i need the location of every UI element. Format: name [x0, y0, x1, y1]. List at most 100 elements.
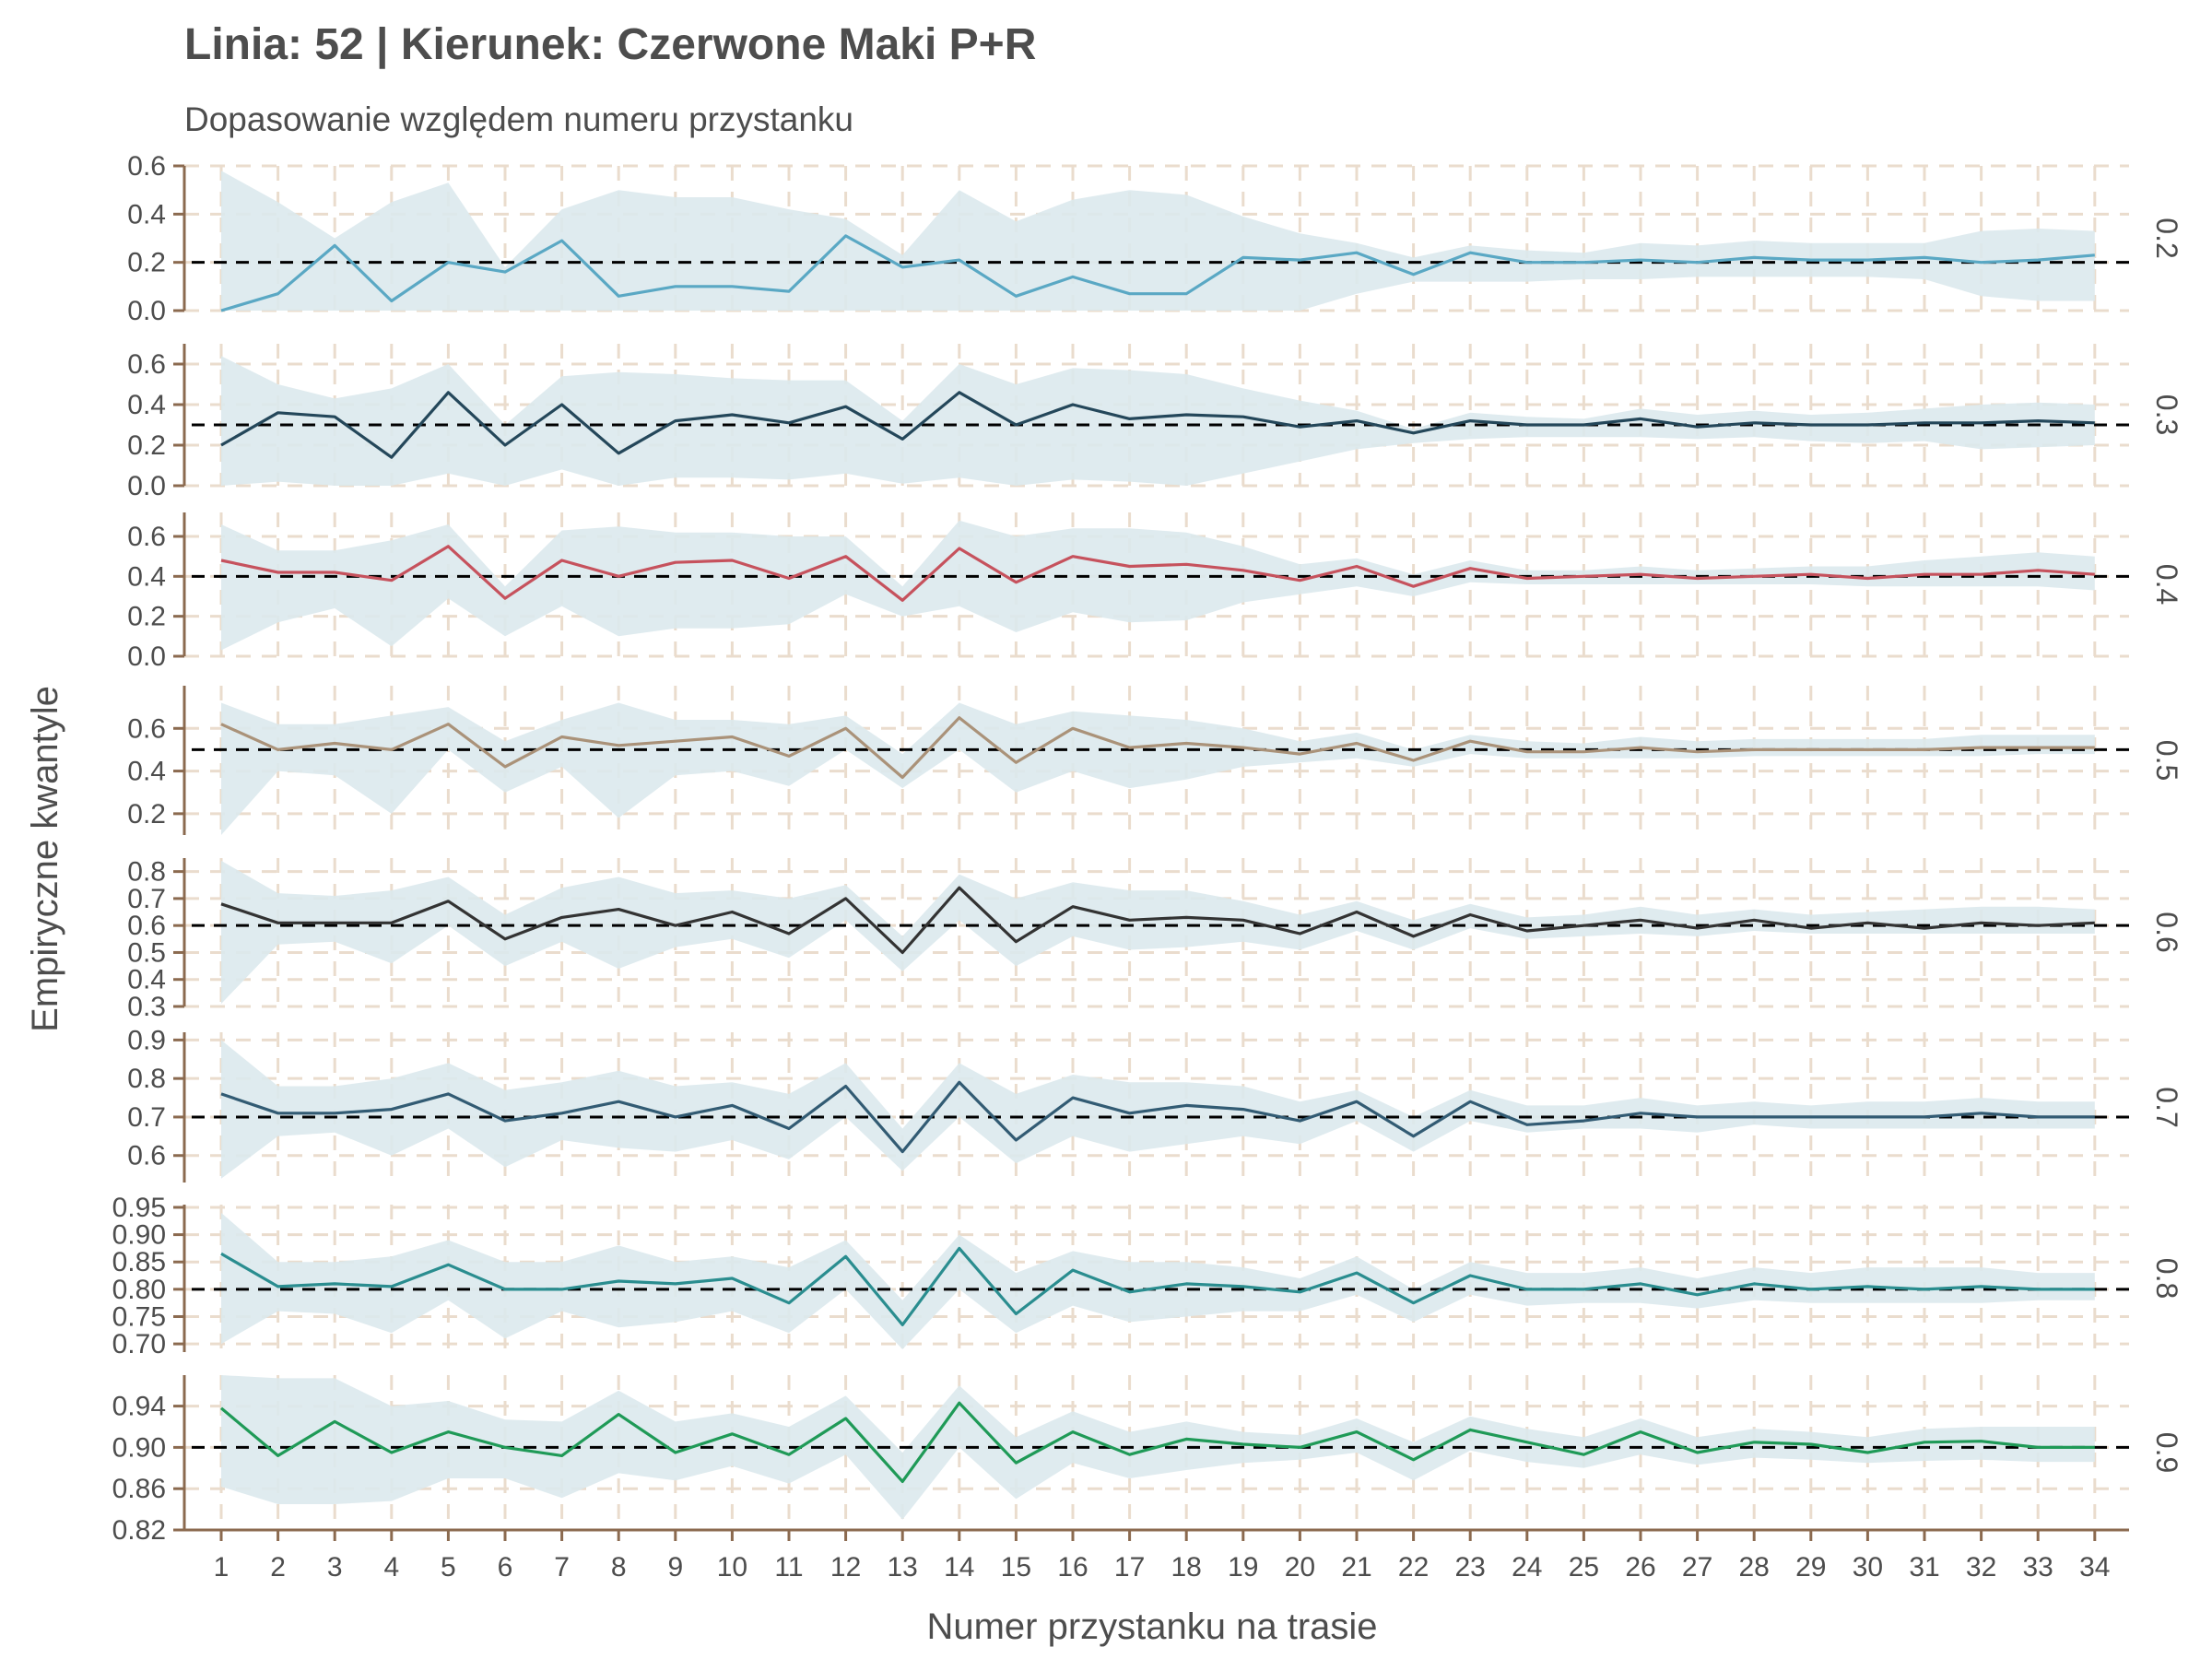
x-tick-label: 16: [1057, 1552, 1088, 1583]
data-point: [1128, 417, 1132, 420]
data-point: [390, 747, 394, 751]
data-point: [333, 1112, 336, 1115]
data-point: [1014, 1461, 1018, 1465]
data-point: [333, 415, 336, 418]
data-point: [674, 739, 677, 743]
data-point: [674, 560, 677, 564]
data-point: [1355, 911, 1359, 914]
data-point: [1809, 1442, 1813, 1446]
data-point: [1014, 581, 1018, 584]
x-tick-label: 3: [327, 1552, 343, 1583]
data-point: [1071, 905, 1075, 909]
x-tick-label: 30: [1853, 1552, 1883, 1583]
data-point: [730, 413, 734, 417]
y-tick-label: 0.0: [127, 471, 166, 501]
data-point: [276, 1112, 280, 1115]
data-point: [1241, 255, 1245, 259]
data-point: [2093, 572, 2097, 576]
data-point: [1241, 1285, 1245, 1288]
data-point: [1071, 403, 1075, 406]
data-point: [958, 886, 961, 889]
data-point: [1582, 750, 1585, 754]
data-point: [1639, 1112, 1642, 1115]
data-point: [1412, 759, 1416, 762]
data-point: [1696, 1451, 1700, 1454]
data-point: [2093, 746, 2097, 749]
series-line: [220, 1246, 2095, 1327]
data-point: [1809, 1288, 1813, 1291]
data-point: [1865, 1115, 1869, 1119]
data-point: [730, 735, 734, 739]
data-point: [1696, 1115, 1700, 1119]
data-point: [390, 1285, 394, 1288]
data-point: [900, 1323, 904, 1326]
data-point: [390, 1108, 394, 1112]
data-point: [674, 285, 677, 288]
x-tick-label: 32: [1966, 1552, 1996, 1583]
data-point: [1468, 251, 1472, 254]
data-point: [787, 1453, 791, 1456]
data-point: [1923, 1288, 1926, 1291]
data-point: [958, 391, 961, 394]
y-tick-label: 0.6: [127, 911, 166, 941]
data-point: [1923, 255, 1926, 259]
data-point: [1014, 294, 1018, 298]
data-point: [1412, 1301, 1416, 1305]
data-point: [958, 716, 961, 720]
strip-label: 0.6: [2150, 912, 2183, 952]
data-point: [1865, 921, 1869, 924]
y-tick-label: 0.4: [127, 390, 166, 420]
data-point: [1752, 1115, 1756, 1119]
data-point: [503, 1445, 507, 1449]
data-point: [1128, 918, 1132, 922]
data-point: [1809, 572, 1813, 576]
data-point: [730, 559, 734, 562]
x-tick-label: 11: [774, 1552, 803, 1583]
panel-0.7: 0.6 0.7 0.8 0.9 0.7: [127, 1025, 2183, 1182]
data-point: [1525, 1441, 1529, 1444]
strip-label: 0.4: [2150, 564, 2183, 605]
data-point: [787, 932, 791, 935]
data-point: [1639, 1430, 1642, 1434]
data-point: [560, 239, 564, 242]
y-tick-label: 0.4: [127, 757, 166, 787]
data-point: [1525, 750, 1529, 754]
x-axis-title: Numer przystanku na trasie: [926, 1606, 1377, 1647]
y-tick-label: 0.90: [112, 1432, 166, 1463]
y-tick-label: 0.94: [112, 1392, 166, 1422]
data-point: [2093, 1445, 2097, 1449]
data-point: [333, 1419, 336, 1423]
panel-0.8: 0.700.750.800.850.900.95 0.8: [112, 1193, 2183, 1359]
data-point: [1639, 258, 1642, 262]
data-point: [1696, 425, 1700, 429]
y-tick-label: 0.4: [127, 561, 166, 592]
data-point: [1468, 739, 1472, 743]
y-tick-label: 0.2: [127, 799, 166, 830]
x-tick-label: 23: [1455, 1552, 1486, 1583]
data-point: [1923, 1441, 1926, 1444]
data-point: [900, 437, 904, 441]
data-point: [1128, 565, 1132, 569]
x-tick-label: 19: [1228, 1552, 1258, 1583]
data-point: [1241, 1442, 1245, 1446]
data-point: [730, 1103, 734, 1107]
data-point: [617, 1279, 620, 1283]
data-point: [1468, 912, 1472, 916]
data-point: [2093, 421, 2097, 425]
data-point: [787, 577, 791, 581]
series-line: [220, 1080, 2095, 1154]
chart-title: Linia: 52 | Kierunek: Czerwone Maki P+R: [184, 20, 1036, 69]
data-point: [1298, 752, 1301, 756]
data-point: [958, 1401, 961, 1405]
data-point: [503, 937, 507, 941]
series-line: [220, 886, 2095, 955]
data-point: [617, 1413, 620, 1417]
data-point: [446, 1430, 450, 1434]
data-point: [1071, 1096, 1075, 1100]
data-point: [446, 1263, 450, 1266]
data-point: [1184, 562, 1188, 566]
panel-0.5: 0.2 0.4 0.6 0.5: [127, 686, 2183, 835]
y-tick-label: 0.70: [112, 1329, 166, 1359]
data-point: [1412, 273, 1416, 276]
x-tick-label: 27: [1682, 1552, 1712, 1583]
